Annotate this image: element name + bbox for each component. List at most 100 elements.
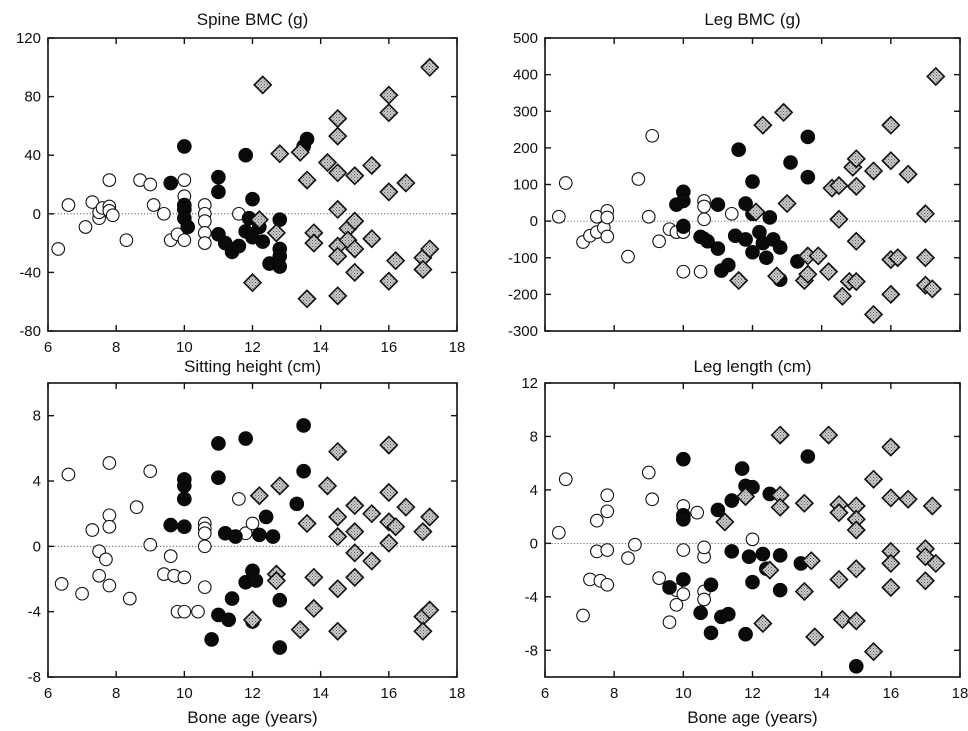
y-tick-label: -40 <box>19 264 41 281</box>
diamond-point <box>362 551 382 571</box>
open-circle-point <box>146 198 161 212</box>
open-circle-point <box>621 551 635 565</box>
filled-circle-point <box>710 197 726 212</box>
open-circle-point <box>143 177 158 192</box>
open-circle-point <box>652 571 666 585</box>
x-axis-label: Bone age (years) <box>187 708 317 727</box>
diamond-point <box>317 152 338 173</box>
diamond-point <box>760 560 780 580</box>
filled-circle-point <box>724 544 740 559</box>
open-circle-point <box>641 465 656 480</box>
diamond-point <box>328 507 348 527</box>
diamond-point <box>922 279 942 299</box>
diamond-point <box>753 115 773 135</box>
filled-circle-point <box>738 232 753 247</box>
chart-panel-4: Leg length (cm) 6 8 10 12 14 16 18 -8 -4 0 4 8 12 Bone… <box>521 357 968 727</box>
diamond-point <box>863 161 884 181</box>
filled-circle-point <box>693 605 708 621</box>
open-circle-point <box>645 128 660 143</box>
y-tick-label: 0 <box>33 206 41 223</box>
diamond-point <box>746 202 766 222</box>
diamond-point <box>898 164 918 184</box>
open-circle-point <box>676 543 691 557</box>
diamond-point <box>881 151 901 171</box>
x-axis-label: Bone age (years) <box>687 708 817 727</box>
open-circle-point <box>119 233 134 248</box>
filled-circle-point <box>800 169 816 185</box>
open-circle-point <box>669 597 684 612</box>
open-circle-point <box>102 519 117 534</box>
diamond-point <box>881 553 901 574</box>
filled-circle-point <box>211 470 226 486</box>
diamond-point <box>328 621 348 641</box>
diamond-point <box>753 613 773 634</box>
diamond-point <box>846 520 866 540</box>
open-circle-point <box>690 505 705 520</box>
filled-circle-point <box>296 418 311 433</box>
y-tick-label: -8 <box>28 669 41 686</box>
diamond-point <box>328 246 348 266</box>
open-circle-point <box>631 172 646 186</box>
diamond-point <box>881 284 901 305</box>
x-tick-label: 12 <box>244 339 261 356</box>
diamond-point <box>420 507 440 527</box>
x-tick-label: 16 <box>882 685 899 702</box>
open-circle-point <box>621 249 635 264</box>
diamond-point <box>715 512 735 532</box>
filled-circle-point <box>676 193 691 209</box>
x-tick-label: 18 <box>449 339 466 356</box>
open-circle-point <box>232 492 246 506</box>
open-circle-point <box>129 500 144 514</box>
open-circle-point <box>197 236 212 250</box>
open-circle-point <box>600 229 615 244</box>
open-circle-point <box>102 456 117 470</box>
open-circle-point <box>105 208 120 223</box>
diamond-point <box>735 486 756 507</box>
y-tick-label: 8 <box>530 428 538 445</box>
open-circle-point <box>558 472 573 487</box>
diamond-point <box>846 271 866 292</box>
filled-circle-point <box>662 580 677 595</box>
y-tick-label: -80 <box>19 323 41 340</box>
filled-circle-point <box>180 219 196 235</box>
diamond-point <box>379 182 399 202</box>
diamond-point <box>926 66 946 87</box>
filled-circle-point <box>734 461 750 476</box>
diamond-point <box>328 526 348 547</box>
diamond-point <box>328 199 348 220</box>
y-tick-label: 0 <box>33 538 41 555</box>
open-circle-point <box>102 173 117 187</box>
chart-title: Leg length (cm) <box>693 357 811 376</box>
filled-circle-point <box>710 502 726 518</box>
diamond-point <box>345 239 365 259</box>
diamond-point <box>328 286 348 306</box>
filled-circle-point <box>299 131 315 147</box>
open-circle-point <box>163 549 178 563</box>
y-tick-label: -4 <box>525 589 538 606</box>
x-tick-label: 6 <box>541 685 549 702</box>
diamond-point <box>345 211 365 231</box>
filled-circle-point <box>745 574 760 590</box>
diamond-point <box>863 304 884 325</box>
x-tick-label: 18 <box>449 685 466 702</box>
open-circle-point <box>576 608 590 623</box>
filled-circle-point <box>272 592 288 608</box>
chart-title: Sitting height (cm) <box>184 357 321 376</box>
diamond-point <box>362 229 382 249</box>
diamond-point <box>767 266 787 286</box>
diamond-point <box>379 435 399 455</box>
y-tick-label: -300 <box>508 323 538 340</box>
diamond-point <box>345 522 365 542</box>
diamond-point <box>818 425 839 445</box>
y-tick-label: 120 <box>16 30 41 47</box>
diamond-point <box>379 533 399 553</box>
filled-circle-point <box>163 175 178 191</box>
open-circle-point <box>54 577 69 591</box>
diamond-point <box>818 262 839 282</box>
filled-circle-point <box>783 155 798 170</box>
diamond-point <box>328 108 348 129</box>
open-circle-point <box>745 532 760 547</box>
y-tick-label: -200 <box>508 286 538 303</box>
x-tick-label: 8 <box>610 685 618 702</box>
y-tick-label: 500 <box>513 30 538 47</box>
